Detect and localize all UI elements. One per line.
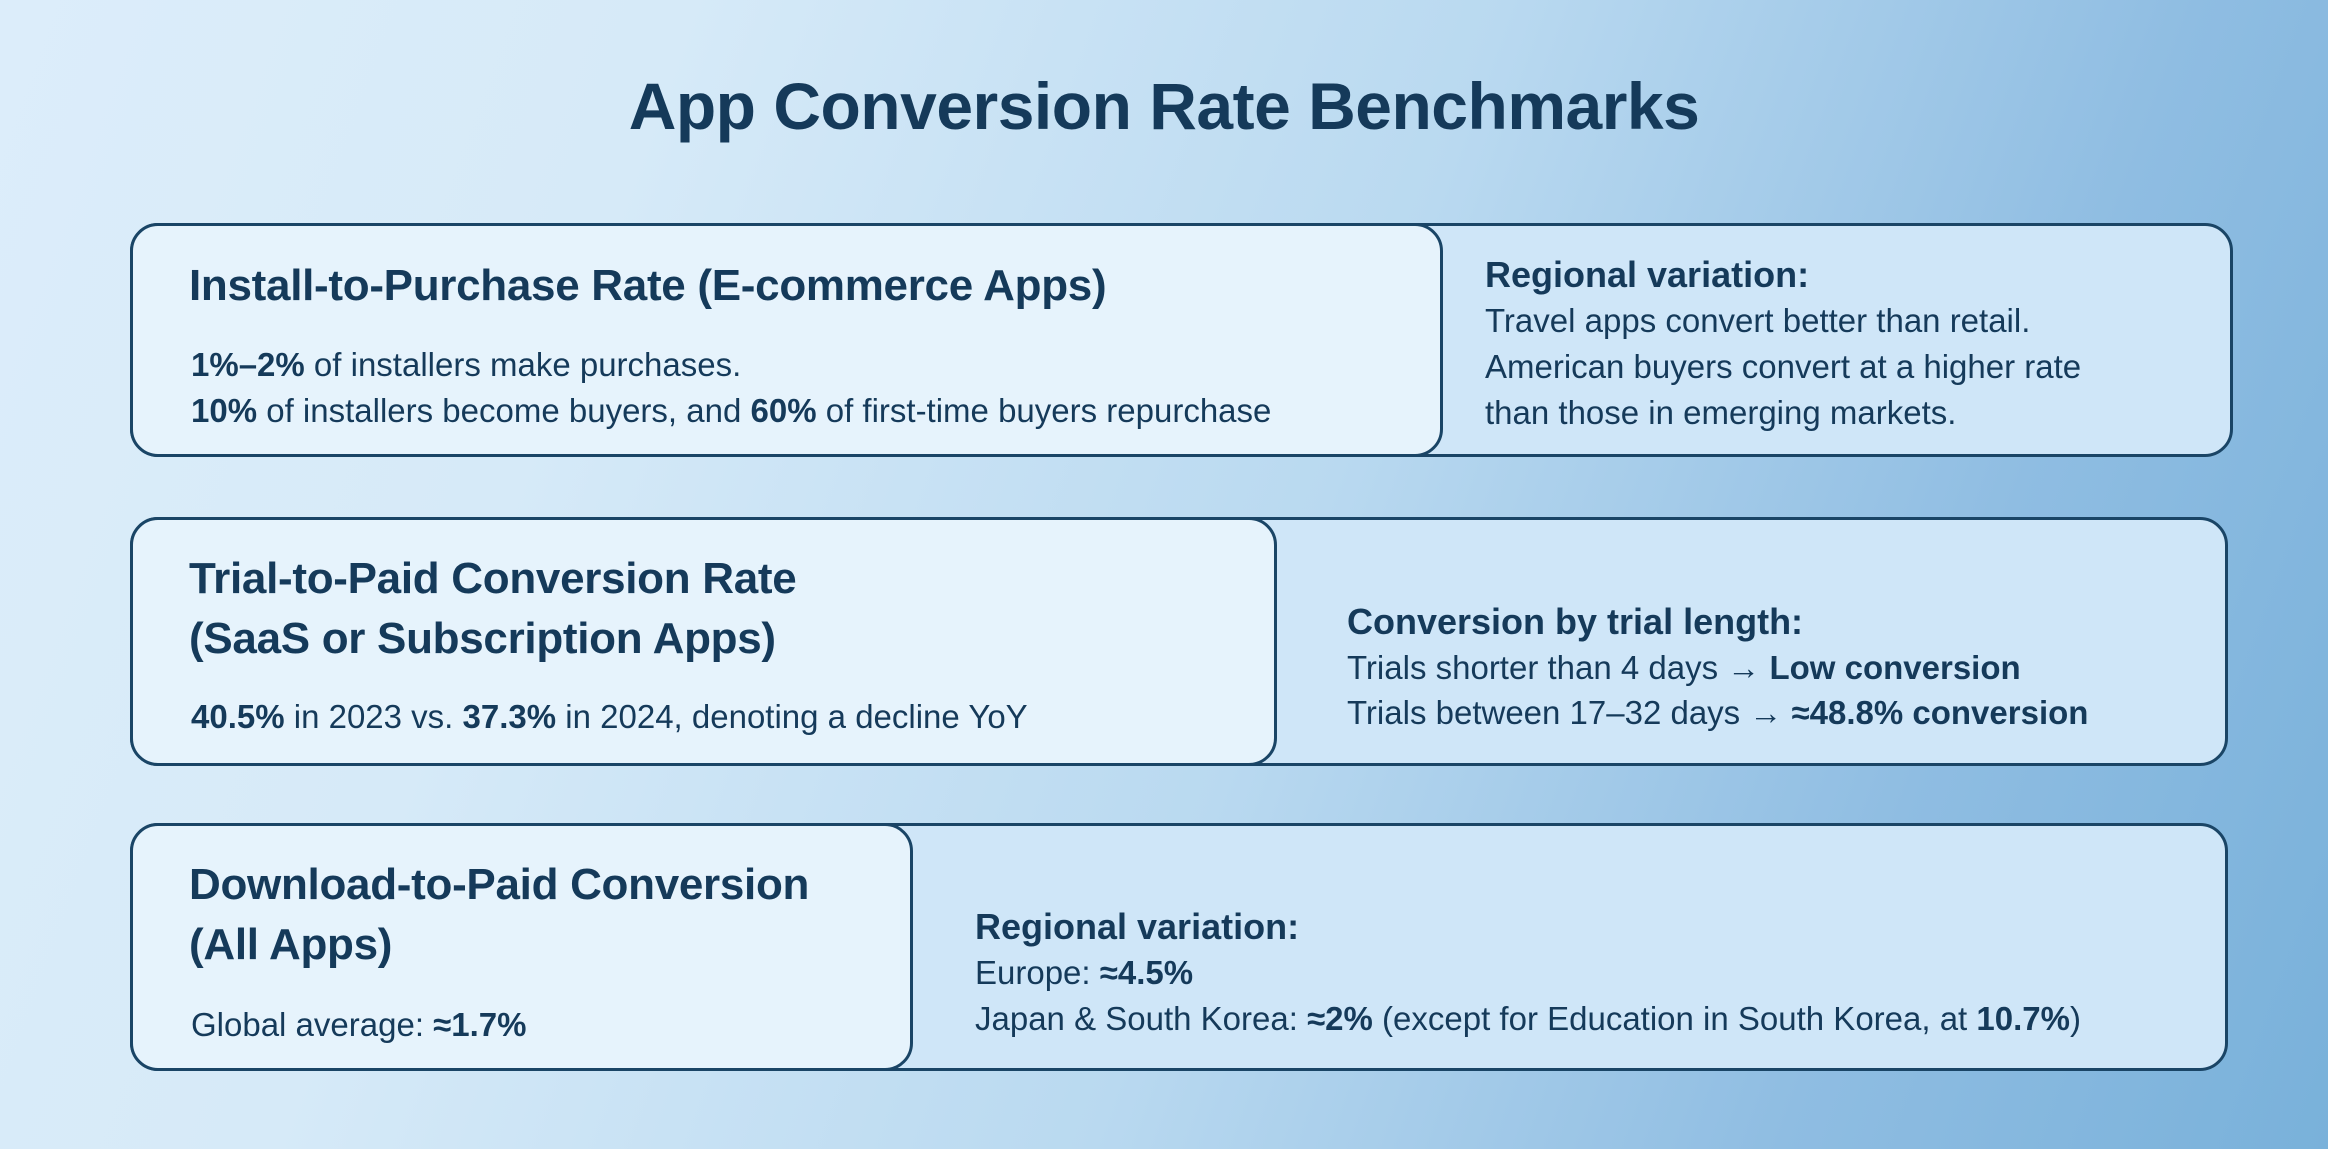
- stat-value: 37.3%: [462, 698, 557, 735]
- section-stat-line: Global average: ≈1.7%: [191, 1006, 527, 1043]
- side-heading: Regional variation:: [975, 906, 1300, 947]
- stat-value: 1%–2%: [191, 346, 305, 383]
- section-install-to-purchase: Install-to-Purchase Rate (E-commerce App…: [130, 223, 2233, 457]
- section-heading: Install-to-Purchase Rate (E-commerce App…: [189, 261, 1107, 310]
- side-line: Travel apps convert better than retail.: [1485, 302, 2031, 339]
- stat-value: ≈48.8% conversion: [1791, 694, 2089, 731]
- stat-value: ≈4.5%: [1099, 954, 1194, 991]
- page-title: App Conversion Rate Benchmarks: [628, 69, 1700, 143]
- section-download-to-paid-main-panel: Download-to-Paid Conversion (All Apps) G…: [130, 823, 913, 1071]
- side-line: Trials shorter than 4 days → Low convers…: [1347, 649, 2021, 686]
- stat-value: ≈1.7%: [433, 1006, 527, 1043]
- section-install-to-purchase-main-panel: Install-to-Purchase Rate (E-commerce App…: [130, 223, 1443, 457]
- side-line: Trials between 17–32 days → ≈48.8% conve…: [1347, 694, 2089, 731]
- stat-value: 60%: [750, 392, 817, 429]
- section-stat-line: 40.5% in 2023 vs. 37.3% in 2024, denotin…: [191, 698, 1028, 735]
- stat-value: ≈2%: [1307, 1000, 1373, 1037]
- side-heading: Regional variation:: [1485, 254, 1810, 295]
- section-download-to-paid: Download-to-Paid Conversion (All Apps) G…: [130, 823, 2228, 1071]
- stat-value: 10.7%: [1976, 1000, 2070, 1037]
- section-stat-line: 10% of installers become buyers, and 60%…: [191, 392, 1272, 429]
- stat-value: Low conversion: [1769, 649, 2021, 686]
- side-line: American buyers convert at a higher rate: [1485, 348, 2082, 385]
- section-stat-line: 1%–2% of installers make purchases.: [191, 346, 742, 383]
- stat-value: 40.5%: [191, 698, 285, 735]
- section-trial-to-paid: Trial-to-Paid Conversion Rate (SaaS or S…: [130, 517, 2228, 766]
- side-line: Europe: ≈4.5%: [975, 954, 1194, 991]
- section-heading: Trial-to-Paid Conversion Rate (SaaS or S…: [189, 554, 797, 663]
- side-line: than those in emerging markets.: [1485, 394, 1957, 431]
- stat-value: 10%: [191, 392, 258, 429]
- section-heading: Download-to-Paid Conversion (All Apps): [189, 860, 810, 969]
- side-heading: Conversion by trial length:: [1347, 601, 1804, 642]
- side-line: Japan & South Korea: ≈2% (except for Edu…: [975, 1000, 2081, 1037]
- section-trial-to-paid-main-panel: Trial-to-Paid Conversion Rate (SaaS or S…: [130, 517, 1277, 766]
